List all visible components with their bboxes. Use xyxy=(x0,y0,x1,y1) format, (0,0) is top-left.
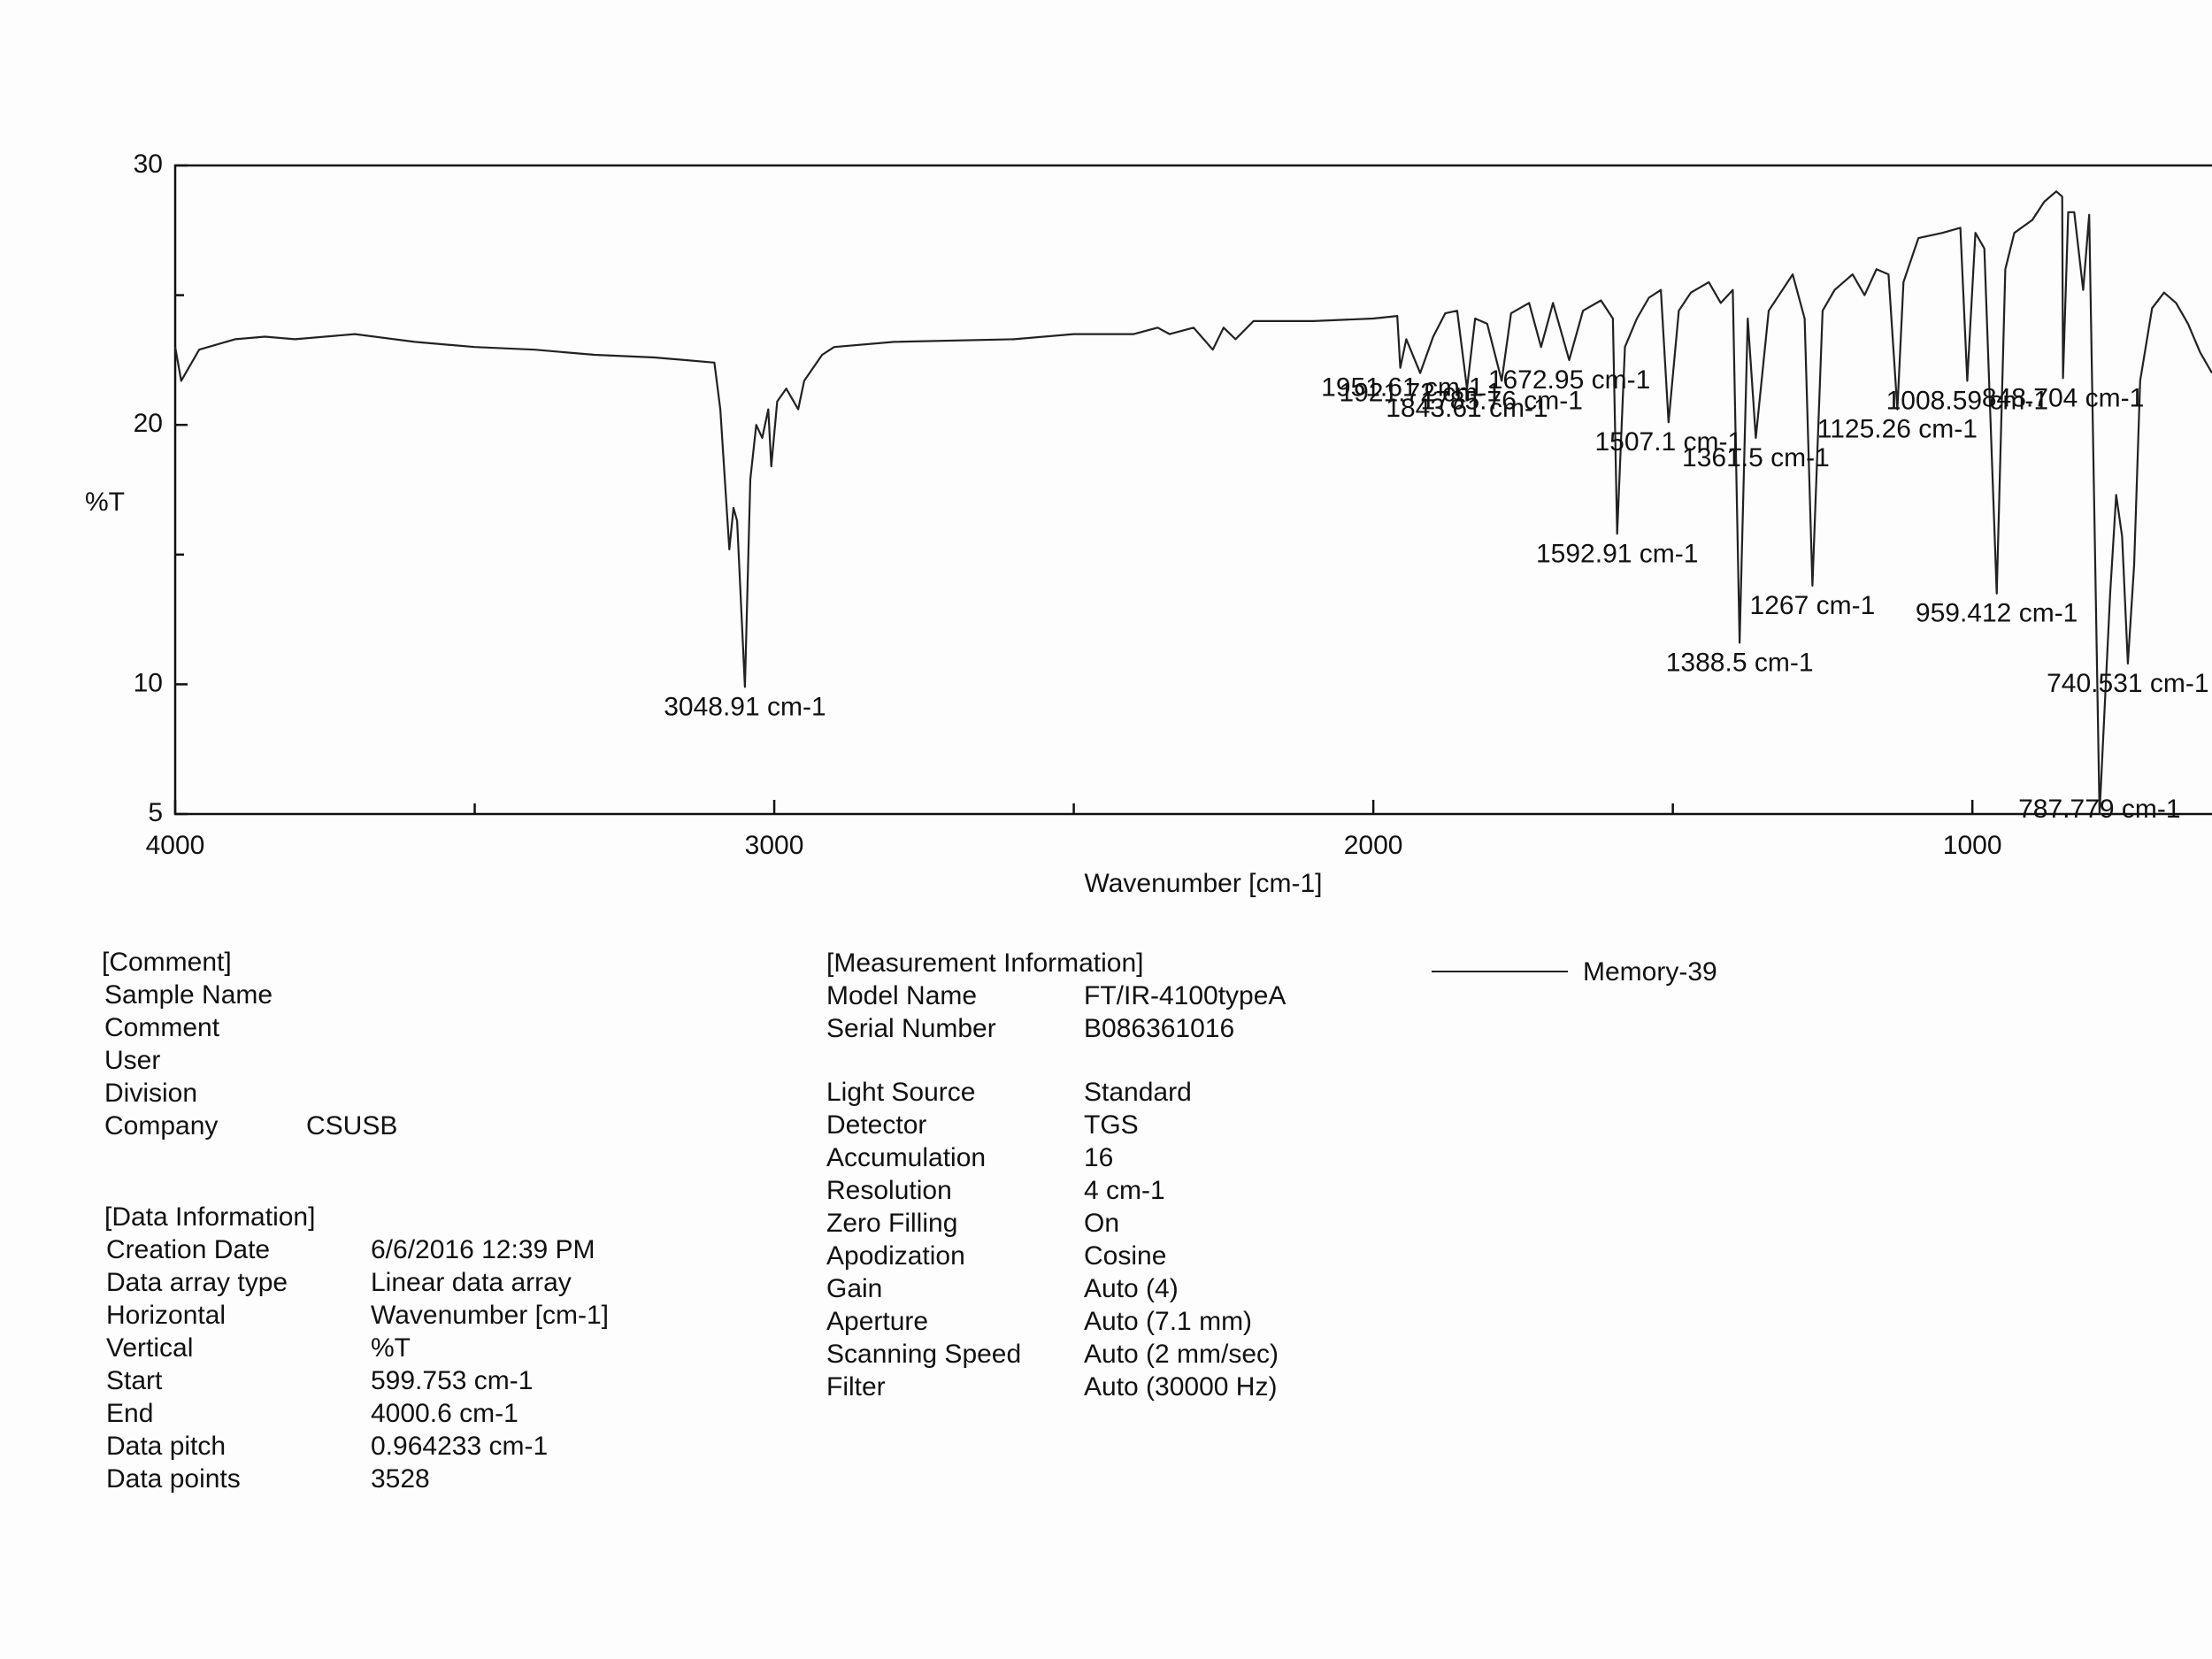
info-value: Auto (30000 Hz) xyxy=(1084,1372,1277,1402)
info-value: 4000.6 cm-1 xyxy=(371,1399,518,1428)
info-label: Division xyxy=(104,1079,197,1108)
info-value: 3528 xyxy=(371,1464,430,1494)
peak-label: 1388.5 cm-1 xyxy=(1666,648,1814,677)
info-label: Company xyxy=(104,1111,218,1141)
info-label: Comment xyxy=(104,1013,220,1042)
info-label: Horizontal xyxy=(106,1301,226,1330)
info-value: TGS xyxy=(1084,1110,1139,1140)
info-label: End xyxy=(106,1399,153,1428)
info-value: On xyxy=(1084,1209,1119,1238)
legend-label: Memory-39 xyxy=(1583,957,1717,987)
info-value: Linear data array xyxy=(371,1268,572,1297)
peak-label: 1921.72 cm-1 xyxy=(1339,378,1501,407)
peak-label: 1951.61 cm-1 xyxy=(1321,373,1483,403)
info-label: Detector xyxy=(826,1110,926,1140)
info-value: 6/6/2016 12:39 PM xyxy=(371,1235,595,1264)
y-tick-label: 10 xyxy=(134,668,163,697)
peak-label: 740.531 cm-1 xyxy=(2047,669,2208,698)
info-label: Resolution xyxy=(826,1176,952,1205)
info-value: Wavenumber [cm-1] xyxy=(371,1301,609,1330)
info-label: Data points xyxy=(106,1464,241,1494)
info-label: Vertical xyxy=(106,1333,193,1363)
x-tick-label: 1000 xyxy=(1943,831,2002,860)
info-value: 599.753 cm-1 xyxy=(371,1366,533,1395)
info-value: %T xyxy=(371,1333,411,1363)
y-tick-label: 20 xyxy=(134,409,163,438)
peak-label: 787.779 cm-1 xyxy=(2018,795,2180,824)
peak-label: 1672.95 cm-1 xyxy=(1488,365,1650,395)
x-tick-label: 3000 xyxy=(745,831,804,860)
info-value: FT/IR-4100typeA xyxy=(1084,981,1286,1010)
section-header: [Comment] xyxy=(102,948,232,977)
info-label: Apodization xyxy=(826,1241,965,1271)
x-tick-label: 4000 xyxy=(146,831,205,860)
info-label: Start xyxy=(106,1366,163,1395)
section-header: [Measurement Information] xyxy=(826,949,1144,978)
info-label: Creation Date xyxy=(106,1235,270,1264)
info-label: Serial Number xyxy=(826,1014,996,1043)
peak-label: 1843.61 cm-1 xyxy=(1386,394,1548,423)
plot-frame xyxy=(173,164,2212,816)
info-label: Filter xyxy=(826,1372,886,1402)
info-value: Auto (7.1 mm) xyxy=(1084,1307,1252,1336)
peak-label: 1361.5 cm-1 xyxy=(1682,443,1830,472)
peak-label: 959.412 cm-1 xyxy=(1916,599,2078,628)
info-label: Data pitch xyxy=(106,1432,226,1461)
info-label: Zero Filling xyxy=(826,1209,957,1238)
x-axis-label: Wavenumber [cm-1] xyxy=(1085,869,1323,898)
info-value: 16 xyxy=(1084,1143,1113,1172)
info-value: Auto (4) xyxy=(1084,1274,1179,1303)
info-label: User xyxy=(104,1046,160,1075)
info-label: Scanning Speed xyxy=(826,1340,1021,1369)
peak-label: 1592.91 cm-1 xyxy=(1536,539,1698,568)
info-label: Aperture xyxy=(826,1307,928,1336)
peak-label: 1125.26 cm-1 xyxy=(1817,415,1978,444)
info-value: Cosine xyxy=(1084,1241,1166,1271)
info-value: Standard xyxy=(1084,1078,1192,1107)
y-tick-label: 5 xyxy=(148,798,163,827)
peak-label: 1267 cm-1 xyxy=(1750,591,1876,620)
y-tick-label: 30 xyxy=(134,150,163,179)
info-value: 4 cm-1 xyxy=(1084,1176,1165,1205)
peak-label: 848.704 cm-1 xyxy=(1982,383,2144,412)
info-label: Light Source xyxy=(826,1078,975,1107)
x-tick-label: 2000 xyxy=(1344,831,1403,860)
info-label: Sample Name xyxy=(104,980,273,1010)
peak-label: 3048.91 cm-1 xyxy=(664,692,826,721)
info-value: 0.964233 cm-1 xyxy=(371,1432,548,1461)
info-label: Accumulation xyxy=(826,1143,986,1172)
info-label: Gain xyxy=(826,1274,882,1303)
spectrum-line xyxy=(173,190,2212,816)
peak-label: 1785.76 cm-1 xyxy=(1420,386,1582,415)
info-value: CSUSB xyxy=(306,1111,397,1141)
peak-label: 1507.1 cm-1 xyxy=(1594,427,1742,457)
info-label: Data array type xyxy=(106,1268,288,1297)
section-header: [Data Information] xyxy=(104,1202,315,1232)
info-label: Model Name xyxy=(826,981,977,1010)
info-value: Auto (2 mm/sec) xyxy=(1084,1340,1279,1369)
y-axis-label: %T xyxy=(85,488,125,517)
info-value: B086361016 xyxy=(1084,1014,1234,1043)
peak-label: 1008.59 cm-1 xyxy=(1886,386,2048,415)
